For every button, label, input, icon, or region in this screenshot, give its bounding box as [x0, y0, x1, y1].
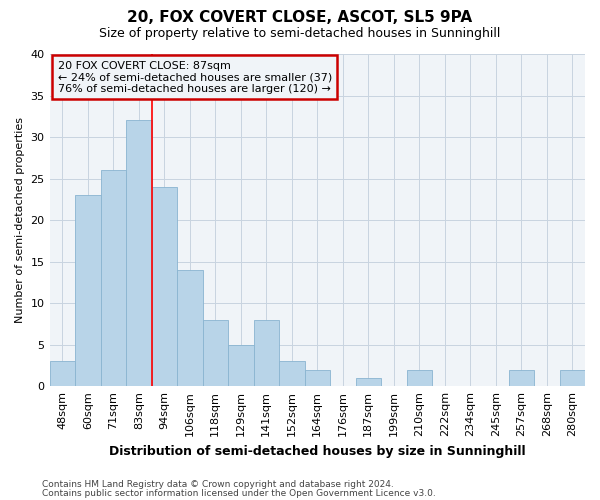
Bar	[126, 120, 152, 386]
Bar	[50, 362, 75, 386]
Y-axis label: Number of semi-detached properties: Number of semi-detached properties	[15, 117, 25, 323]
Text: Size of property relative to semi-detached houses in Sunninghill: Size of property relative to semi-detach…	[100, 28, 500, 40]
Bar	[254, 320, 279, 386]
Bar	[305, 370, 330, 386]
Text: 20, FOX COVERT CLOSE, ASCOT, SL5 9PA: 20, FOX COVERT CLOSE, ASCOT, SL5 9PA	[127, 10, 473, 25]
Text: Contains HM Land Registry data © Crown copyright and database right 2024.: Contains HM Land Registry data © Crown c…	[42, 480, 394, 489]
Bar	[560, 370, 585, 386]
Bar	[228, 344, 254, 386]
Text: Contains public sector information licensed under the Open Government Licence v3: Contains public sector information licen…	[42, 488, 436, 498]
Bar	[407, 370, 432, 386]
Bar	[101, 170, 126, 386]
Bar	[152, 187, 177, 386]
Bar	[509, 370, 534, 386]
Text: 20 FOX COVERT CLOSE: 87sqm
← 24% of semi-detached houses are smaller (37)
76% of: 20 FOX COVERT CLOSE: 87sqm ← 24% of semi…	[58, 60, 332, 94]
Bar	[356, 378, 381, 386]
Bar	[75, 195, 101, 386]
Bar	[177, 270, 203, 386]
Bar	[279, 362, 305, 386]
Bar	[203, 320, 228, 386]
X-axis label: Distribution of semi-detached houses by size in Sunninghill: Distribution of semi-detached houses by …	[109, 444, 526, 458]
